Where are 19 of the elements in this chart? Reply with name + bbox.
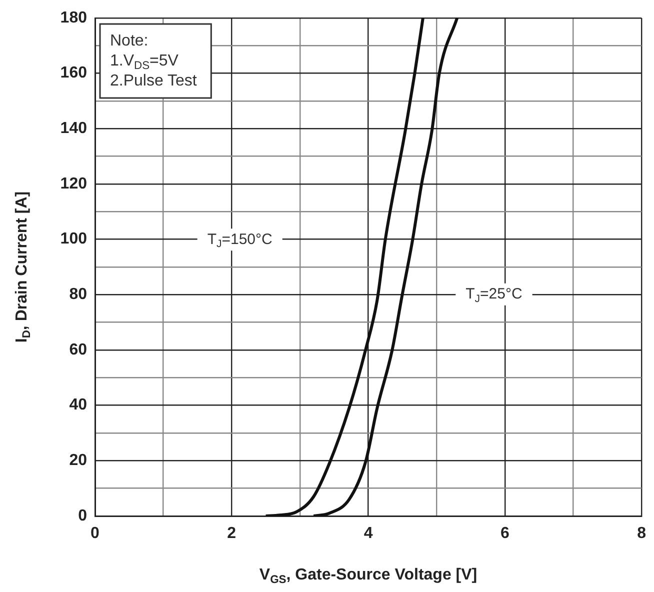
y-tick-label: 180 xyxy=(60,9,88,26)
y-tick-label: 80 xyxy=(69,286,88,304)
y-tick-label: 120 xyxy=(60,175,88,192)
y-tick-label: 40 xyxy=(69,396,88,414)
x-tick-label: 2 xyxy=(227,525,236,542)
x-tick-label: 6 xyxy=(500,525,510,542)
y-tick-label: 0 xyxy=(78,507,88,524)
x-tick-label: 0 xyxy=(90,525,100,542)
y-tick-label: 60 xyxy=(69,341,88,358)
annotation: 2.Pulse Test xyxy=(110,72,198,90)
x-tick-label: 8 xyxy=(637,525,646,542)
y-tick-label: 20 xyxy=(69,452,88,470)
y-tick-label: 160 xyxy=(60,64,88,82)
y-axis-title: ID, Drain Current [A] xyxy=(13,191,33,343)
y-tick-label: 140 xyxy=(60,120,88,138)
y-tick-label: 100 xyxy=(60,230,88,248)
x-tick-label: 4 xyxy=(364,525,373,542)
annotation: Note: xyxy=(110,32,148,50)
line-series xyxy=(312,18,459,516)
